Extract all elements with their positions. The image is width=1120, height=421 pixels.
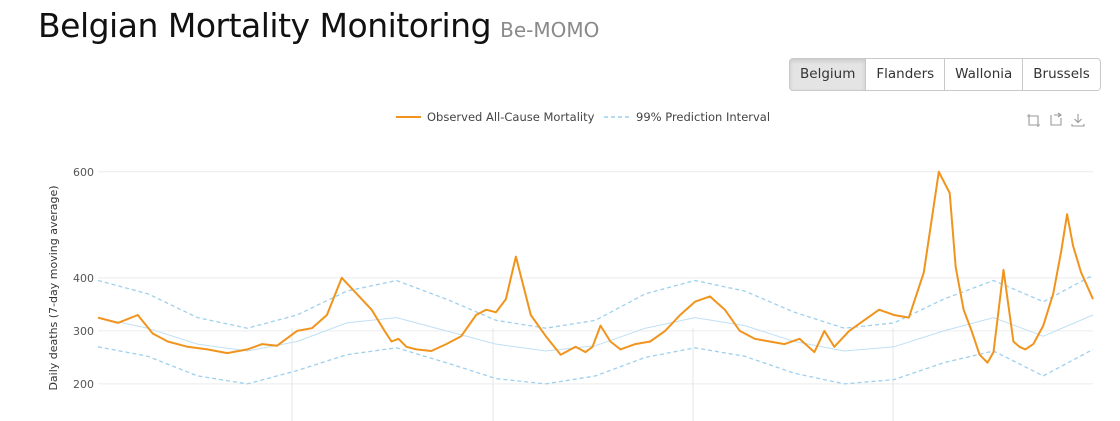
series-line-interval-upper[interactable] [97,274,1094,329]
legend-label-interval[interactable]: 99% Prediction Interval [636,110,770,124]
mortality-chart: Observed All-Cause Mortality 99% Predict… [47,110,1094,421]
series-line-interval-lower[interactable] [97,346,1094,385]
y-tick-label-200: 200 [73,378,94,391]
series-line-baseline[interactable] [97,314,1094,352]
region-button-flanders[interactable]: Flanders [865,59,945,90]
region-selector: Belgium Flanders Wallonia Brussels [789,58,1101,91]
series-line-observed[interactable] [97,170,1094,364]
y-axis-title: Daily deaths (7-day moving average) [47,185,60,390]
zoom-reset-icon[interactable] [1048,112,1064,128]
legend-label-observed[interactable]: Observed All-Cause Mortality [427,110,595,124]
y-tick-label-300: 300 [73,325,94,338]
zoom-select-icon[interactable] [1026,112,1042,128]
download-icon[interactable] [1070,112,1086,128]
region-button-wallonia[interactable]: Wallonia [944,59,1023,90]
y-axis-ticks: 200 300 400 600 [73,166,94,391]
y-tick-label-600: 600 [73,166,94,179]
region-button-belgium[interactable]: Belgium [790,59,866,90]
page-title: Belgian Mortality Monitoring [38,6,492,45]
region-button-brussels[interactable]: Brussels [1022,59,1100,90]
grid-layer [98,171,1093,421]
page-header: Belgian Mortality Monitoring Be-MOMO [38,6,599,45]
page-subtitle: Be-MOMO [500,18,600,42]
y-tick-label-400: 400 [73,272,94,285]
chart-legend: Observed All-Cause Mortality 99% Predict… [396,110,770,124]
chart-toolbox [1026,112,1086,128]
series-layer [97,170,1094,385]
